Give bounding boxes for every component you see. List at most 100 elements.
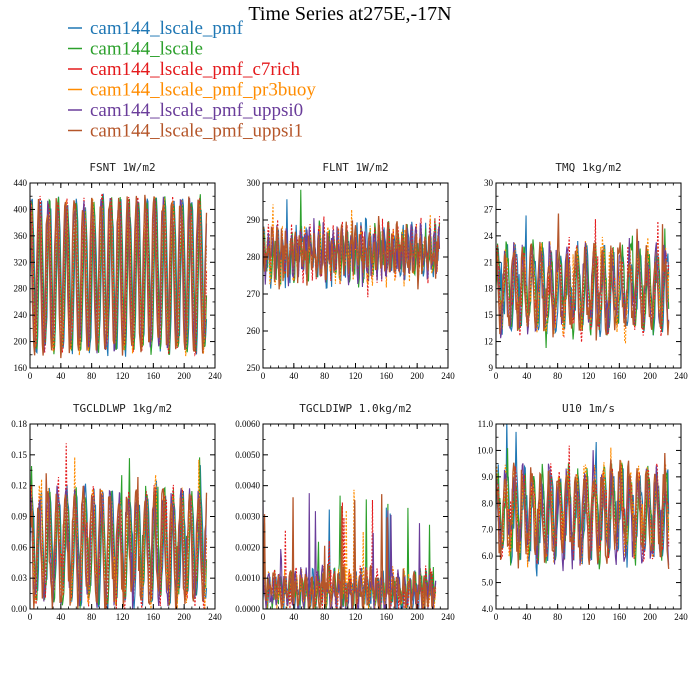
x-tick-label: 40 xyxy=(522,612,532,622)
legend-label: cam144_lscale_pmf xyxy=(90,18,244,39)
series-group xyxy=(263,489,437,609)
x-tick-label: 160 xyxy=(613,371,627,381)
x-tick-label: 120 xyxy=(349,371,363,381)
y-tick-label: 5.0 xyxy=(482,578,494,588)
chart-panel: FSNT 1W/m2 0 40 80 120 160 200 240 160 200 240 280 3… xyxy=(14,161,223,381)
series-group xyxy=(263,189,441,298)
chart-panel: TMQ 1kg/m2 0 40 80 120 160 200 240 9 12 15 18 21 24 27… xyxy=(484,161,688,381)
panel-title: FLNT 1W/m2 xyxy=(322,161,388,174)
series-line-cam144_lscale_pmf_uppsi1 xyxy=(496,213,670,341)
x-tick-label: 200 xyxy=(410,612,424,622)
panel-title: U10 1m/s xyxy=(562,402,615,415)
y-tick-label: 8.0 xyxy=(482,498,494,508)
y-tick-label: 0.18 xyxy=(11,419,27,429)
legend-label: cam144_lscale_pmf_uppsi0 xyxy=(90,100,303,121)
y-tick-label: 240 xyxy=(14,310,28,320)
panel-title: TGCLDLWP 1kg/m2 xyxy=(73,402,172,415)
x-tick-label: 120 xyxy=(582,612,596,622)
x-tick-label: 0 xyxy=(261,612,266,622)
legend-entry: cam144_lscale_pmf_pr3buoy xyxy=(68,80,316,101)
y-tick-label: 4.0 xyxy=(482,604,494,614)
series-group xyxy=(30,443,208,609)
x-tick-label: 240 xyxy=(208,612,222,622)
x-tick-label: 80 xyxy=(87,612,97,622)
chart-panel: TGCLDLWP 1kg/m2 0 40 80 120 160 200 240 0.00 0.03… xyxy=(11,402,222,622)
y-tick-label: 6.0 xyxy=(482,551,494,561)
legend-entry: cam144_lscale_pmf_c7rich xyxy=(68,59,300,80)
panels: FSNT 1W/m20 40 80 120 160 200 2401602002402803… xyxy=(11,161,688,622)
legend-label: cam144_lscale_pmf_uppsi1 xyxy=(90,121,303,142)
series-line-cam144_lscale_pmf_pr3buoy xyxy=(496,447,670,568)
y-tick-label: 0.09 xyxy=(11,512,27,522)
legend-label: cam144_lscale xyxy=(90,39,203,60)
x-tick-label: 240 xyxy=(674,371,688,381)
x-tick-label: 0 xyxy=(261,371,266,381)
x-tick-label: 240 xyxy=(674,612,688,622)
x-tick-label: 160 xyxy=(380,612,394,622)
series-line-cam144_lscale_pmf_uppsi1 xyxy=(30,473,208,609)
x-tick-label: 160 xyxy=(147,371,161,381)
y-tick-label: 7.0 xyxy=(482,525,494,535)
y-tick-label: 320 xyxy=(14,257,28,267)
y-tick-label: 0.03 xyxy=(11,573,27,583)
series-line-cam144_lscale_pmf_uppsi1 xyxy=(30,194,208,359)
series-line-cam144_lscale_pmf_c7rich xyxy=(263,500,437,609)
x-tick-label: 80 xyxy=(553,612,563,622)
x-tick-label: 0 xyxy=(494,371,499,381)
x-tick-label: 160 xyxy=(380,371,394,381)
x-tick-label: 200 xyxy=(177,371,191,381)
series-group xyxy=(30,193,208,359)
y-tick-label: 9 xyxy=(489,363,494,373)
x-tick-label: 120 xyxy=(349,612,363,622)
y-tick-label: 0.0020 xyxy=(235,542,260,552)
y-tick-label: 300 xyxy=(247,178,261,188)
y-tick-label: 280 xyxy=(247,252,261,262)
y-tick-label: 0.0030 xyxy=(235,512,260,522)
series-line-cam144_lscale_pmf_uppsi1 xyxy=(263,215,441,290)
x-tick-label: 200 xyxy=(177,612,191,622)
y-tick-label: 11.0 xyxy=(478,419,494,429)
panel-title: TMQ 1kg/m2 xyxy=(555,161,621,174)
chart-panel: TGCLDIWP 1.0kg/m2 0 40 80 120 160 200 240 0.0000… xyxy=(235,402,455,622)
x-tick-label: 240 xyxy=(441,612,455,622)
x-tick-label: 40 xyxy=(56,612,66,622)
y-tick-label: 160 xyxy=(14,363,28,373)
series-group xyxy=(496,424,670,577)
legend-label: cam144_lscale_pmf_c7rich xyxy=(90,59,300,80)
y-tick-label: 18 xyxy=(484,284,494,294)
x-tick-label: 240 xyxy=(441,371,455,381)
x-tick-label: 200 xyxy=(643,371,657,381)
chart-panel: FLNT 1W/m2 0 40 80 120 160 200 240 250 260 270 280 2… xyxy=(247,161,456,381)
series-line-cam144_lscale_pmf_uppsi1 xyxy=(496,453,670,569)
y-tick-label: 280 xyxy=(14,284,28,294)
y-tick-label: 0.0010 xyxy=(235,573,260,583)
x-tick-label: 0 xyxy=(494,612,499,622)
y-tick-label: 290 xyxy=(247,215,261,225)
y-tick-label: 0.0060 xyxy=(235,419,260,429)
chart-panel: U10 1m/s 0 40 80 120 160 200 240 4.0 5.0 6.0 7.0 8.0… xyxy=(477,402,688,622)
x-tick-label: 80 xyxy=(320,612,330,622)
x-tick-label: 0 xyxy=(28,612,33,622)
x-tick-label: 80 xyxy=(553,371,563,381)
legend-entry: cam144_lscale_pmf_uppsi0 xyxy=(68,100,303,121)
legend-entry: cam144_lscale_pmf xyxy=(68,18,244,39)
y-tick-label: 440 xyxy=(14,178,28,188)
x-tick-label: 40 xyxy=(289,612,299,622)
y-tick-label: 15 xyxy=(484,310,494,320)
x-tick-label: 120 xyxy=(582,371,596,381)
x-tick-label: 200 xyxy=(410,371,424,381)
panel-title: TGCLDIWP 1.0kg/m2 xyxy=(299,402,412,415)
y-tick-label: 30 xyxy=(484,178,494,188)
x-tick-label: 40 xyxy=(522,371,532,381)
y-tick-label: 0.06 xyxy=(11,542,27,552)
x-tick-label: 240 xyxy=(208,371,222,381)
y-tick-label: 0.0040 xyxy=(235,481,260,491)
y-tick-label: 400 xyxy=(14,204,28,214)
y-tick-label: 24 xyxy=(484,231,494,241)
y-tick-label: 27 xyxy=(484,204,494,214)
legend-entry: cam144_lscale_pmf_uppsi1 xyxy=(68,121,303,142)
x-tick-label: 120 xyxy=(116,612,130,622)
x-tick-label: 160 xyxy=(147,612,161,622)
y-tick-label: 200 xyxy=(14,337,28,347)
y-tick-label: 0.00 xyxy=(11,604,27,614)
